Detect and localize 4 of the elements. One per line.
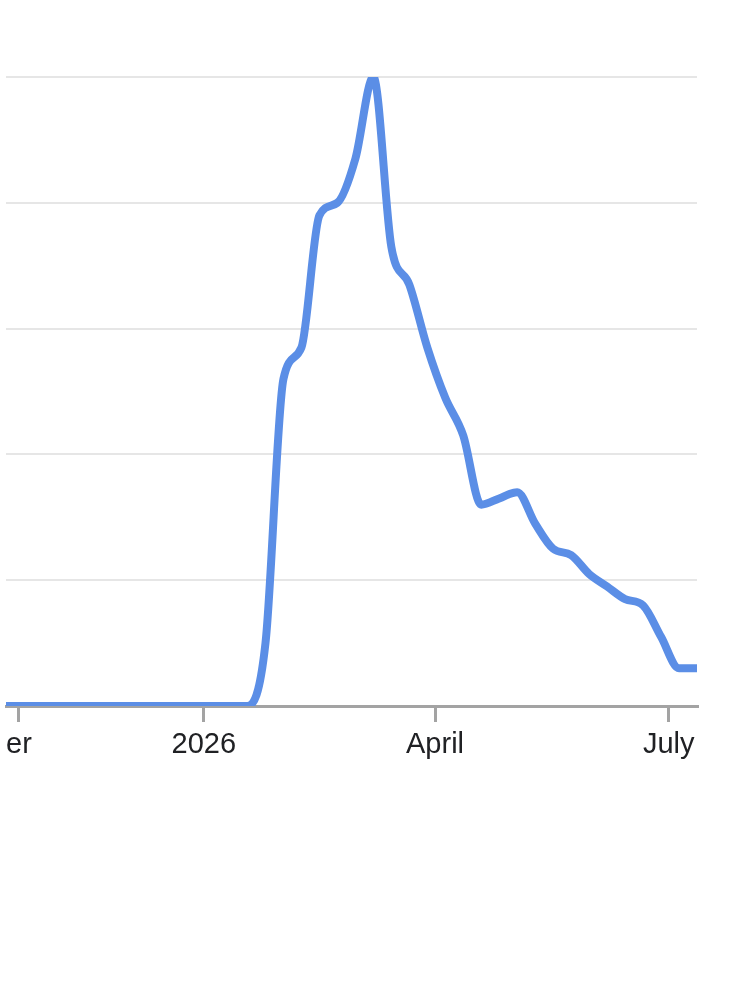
x-tick-label: July: [642, 727, 696, 760]
x-tick-label: er: [5, 727, 33, 760]
x-tick-label: April: [406, 727, 465, 760]
x-tick-label: 2026: [171, 727, 237, 760]
